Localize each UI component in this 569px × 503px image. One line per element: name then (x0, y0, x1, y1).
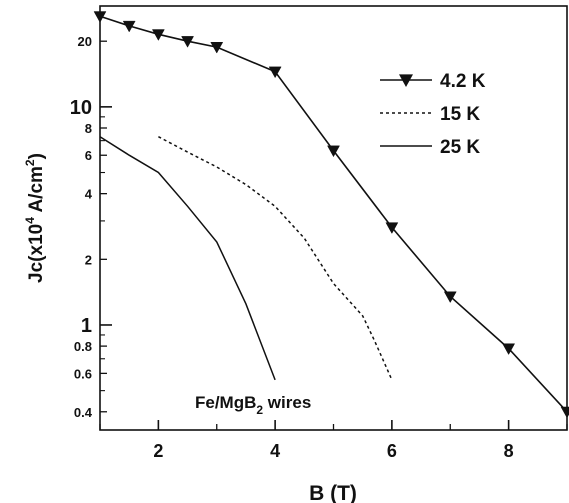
y-minor-tick-label: 4 (85, 187, 93, 202)
data-point-marker (181, 36, 194, 48)
plot-frame (99, 5, 568, 431)
x-tick-label: 6 (387, 441, 397, 461)
data-point-marker (443, 291, 457, 304)
chart-annotation-sub: 2 (256, 403, 263, 417)
y-axis-label-close: ) (26, 153, 47, 159)
x-axis-label: B (T) (309, 482, 357, 503)
y-minor-tick-label: 8 (85, 121, 92, 136)
y-axis-label-main: Jc(x10 (26, 224, 47, 283)
y-minor-tick-label: 0.4 (74, 405, 93, 420)
x-tick-label: 2 (153, 441, 163, 461)
series-line-15-k (158, 136, 393, 381)
data-point-marker (122, 20, 136, 33)
legend-label: 25 K (440, 137, 480, 158)
data-point-marker (327, 145, 340, 158)
y-minor-tick-label: 0.8 (74, 339, 92, 354)
y-axis-label-unit: A/cm (26, 166, 47, 217)
y-major-tick-label: 1 (81, 315, 92, 337)
legend-label: 4.2 K (440, 71, 486, 92)
chart-annotation-tail: wires (263, 393, 311, 412)
data-point-marker (151, 29, 165, 41)
data-point-marker (560, 406, 569, 419)
data-point-marker (385, 222, 399, 234)
series-line-25-k (99, 136, 276, 381)
y-minor-tick-label: 0.6 (74, 366, 92, 381)
y-axis-label-exp: 4 (23, 217, 37, 224)
y-major-tick-label: 10 (70, 97, 92, 119)
y-axis-label-sup2: 2 (23, 159, 37, 166)
y-minor-tick-label: 6 (85, 148, 92, 163)
chart-annotation: Fe/MgB2 wires (195, 393, 311, 417)
data-point-marker (210, 42, 224, 54)
data-point-marker (502, 343, 516, 356)
x-tick-label: 8 (504, 441, 514, 461)
x-tick-label: 4 (270, 441, 280, 461)
legend-marker (399, 74, 413, 87)
y-minor-tick-label: 20 (78, 34, 92, 49)
legend-label: 15 K (440, 104, 480, 125)
y-minor-tick-label: 2 (85, 252, 92, 267)
data-point-marker (268, 66, 282, 79)
series-line-42-k (99, 15, 568, 413)
y-axis-label: Jc(x104 A/cm2) (23, 153, 47, 283)
data-point-marker (93, 11, 107, 23)
chart-annotation-main: Fe/MgB (195, 393, 256, 412)
